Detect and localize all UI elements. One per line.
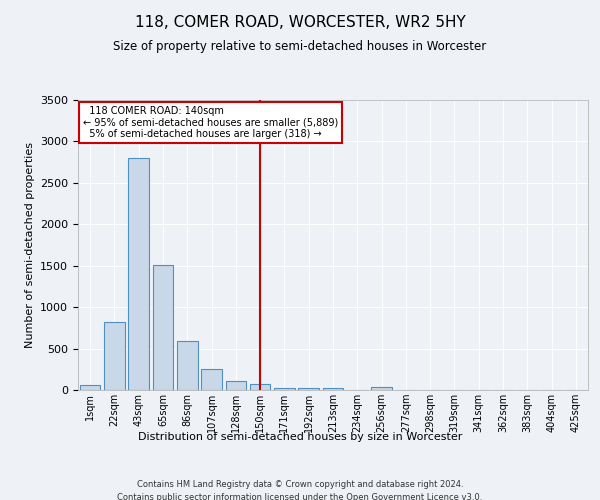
Bar xyxy=(177,341,197,390)
Bar xyxy=(371,387,392,390)
Text: Distribution of semi-detached houses by size in Worcester: Distribution of semi-detached houses by … xyxy=(138,432,462,442)
Text: 118 COMER ROAD: 140sqm
← 95% of semi-detached houses are smaller (5,889)
  5% of: 118 COMER ROAD: 140sqm ← 95% of semi-det… xyxy=(83,106,338,139)
Bar xyxy=(323,388,343,390)
Bar xyxy=(152,265,173,390)
Y-axis label: Number of semi-detached properties: Number of semi-detached properties xyxy=(25,142,35,348)
Text: Contains HM Land Registry data © Crown copyright and database right 2024.: Contains HM Land Registry data © Crown c… xyxy=(137,480,463,489)
Bar xyxy=(226,381,246,390)
Bar xyxy=(298,388,319,390)
Text: 118, COMER ROAD, WORCESTER, WR2 5HY: 118, COMER ROAD, WORCESTER, WR2 5HY xyxy=(134,15,466,30)
Bar xyxy=(128,158,149,390)
Bar xyxy=(274,388,295,390)
Bar xyxy=(104,322,125,390)
Text: Contains public sector information licensed under the Open Government Licence v3: Contains public sector information licen… xyxy=(118,492,482,500)
Bar xyxy=(80,385,100,390)
Bar xyxy=(201,370,222,390)
Bar xyxy=(250,384,271,390)
Text: Size of property relative to semi-detached houses in Worcester: Size of property relative to semi-detach… xyxy=(113,40,487,53)
